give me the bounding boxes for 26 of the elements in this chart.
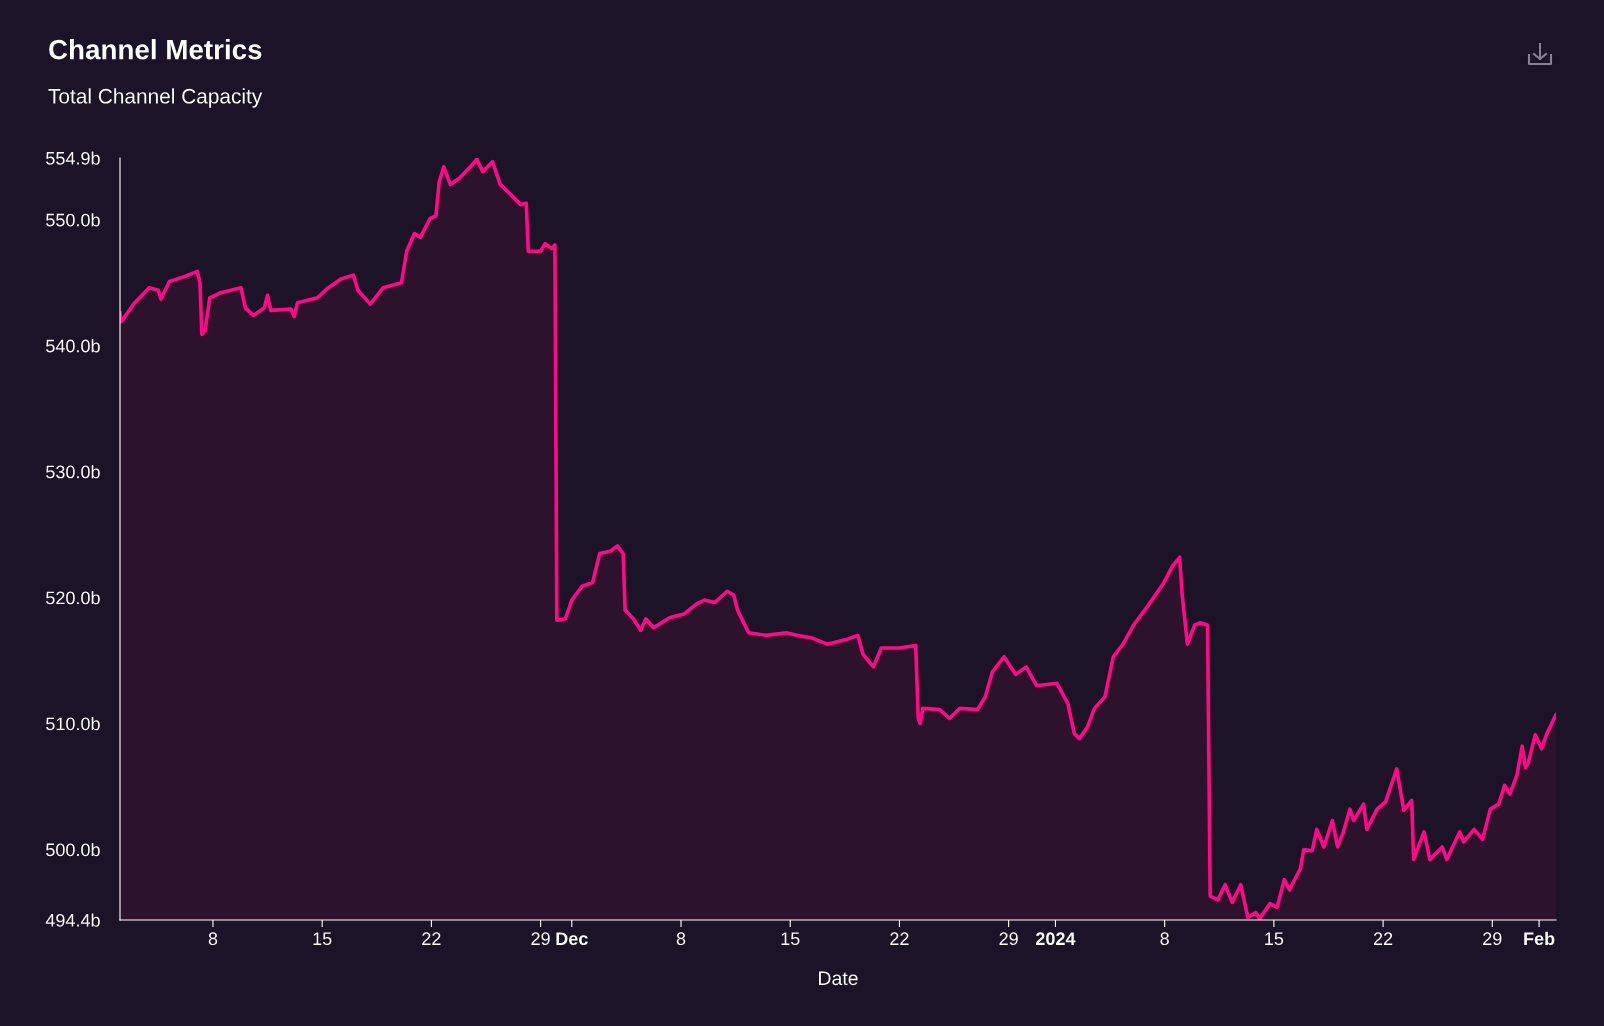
y-tick-label: 500.0b [46, 842, 100, 857]
x-tick-label: 15 [781, 932, 800, 946]
y-tick-label: 520.0b [46, 591, 100, 605]
y-tick-label: 550.0b [46, 213, 100, 227]
chart-title: Channel Metrics [49, 39, 262, 60]
x-tick-label: 15 [313, 932, 332, 946]
x-tick-label: 22 [1373, 932, 1393, 945]
x-tick-label: 29 [999, 932, 1018, 946]
x-tick-label: 8 [1160, 932, 1169, 946]
y-tick-label: 494.4b [45, 913, 100, 927]
x-tick-label: Dec [556, 932, 588, 946]
x-tick-label: 15 [1265, 932, 1284, 946]
y-tick-label: 530.0b [46, 465, 100, 479]
x-tick-label: 29 [531, 932, 550, 946]
x-tick-label: 2024 [1035, 932, 1076, 946]
x-tick-label: 22 [422, 932, 441, 945]
x-tick-label: 29 [1483, 932, 1502, 946]
x-tick-label: 8 [676, 932, 686, 946]
x-tick-label: 8 [208, 932, 218, 946]
y-tick-label: 510.0b [46, 716, 100, 731]
y-tick-label: 540.0b [46, 339, 100, 353]
chart-subtitle: Total Channel Capacity [48, 88, 263, 108]
x-tick-label: Feb [1524, 931, 1555, 946]
x-tick-label: 22 [890, 932, 909, 945]
y-tick-label: 554.9b [46, 151, 100, 165]
x-axis-title: Date [819, 971, 858, 986]
